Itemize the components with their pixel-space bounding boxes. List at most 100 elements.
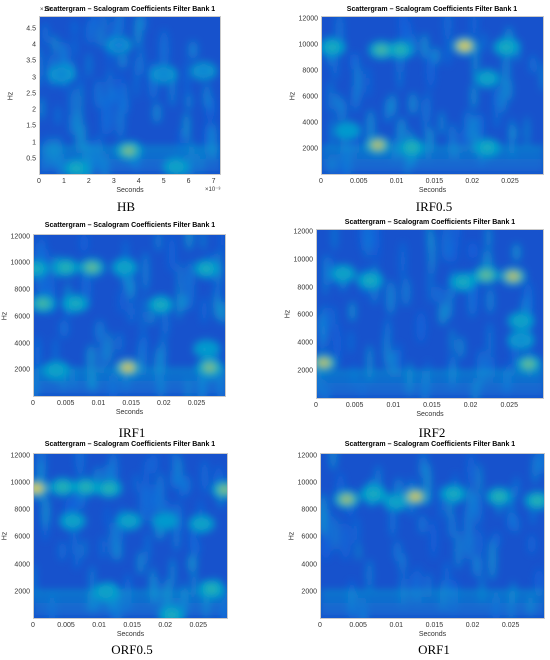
heatmap-texture-cell bbox=[488, 538, 497, 581]
hotspot-mark bbox=[51, 367, 60, 373]
x-tick-label: 0.015 bbox=[423, 402, 441, 409]
heatmap-texture-cell bbox=[185, 58, 190, 98]
heatmap-texture-cell bbox=[534, 568, 544, 593]
heatmap-texture-cell bbox=[323, 253, 328, 297]
x-tick-label: 0.01 bbox=[389, 178, 404, 185]
x-tick-label: 0.015 bbox=[425, 622, 444, 629]
heatmap-band bbox=[33, 591, 228, 595]
heatmap-band bbox=[33, 600, 228, 604]
y-tick-label: 12000 bbox=[10, 233, 30, 241]
y-axis-exponent: ×10⁴ bbox=[40, 7, 53, 13]
heatmap-texture-cell bbox=[219, 234, 225, 256]
y-tick-label: 2000 bbox=[301, 588, 317, 596]
heatmap-texture-cell bbox=[425, 89, 430, 123]
heatmap-texture-cell bbox=[214, 280, 221, 302]
y-tick-label: 12000 bbox=[297, 452, 317, 460]
hotspot-mark bbox=[502, 44, 511, 50]
heatmap-texture-cell bbox=[427, 229, 433, 252]
heatmap-texture-cell bbox=[502, 53, 511, 87]
hotspot-mark bbox=[123, 364, 132, 371]
hotspot-group bbox=[316, 264, 542, 374]
hotspot-mark bbox=[220, 487, 228, 493]
heatmap-band bbox=[39, 165, 221, 169]
heatmap-band bbox=[33, 378, 226, 382]
heatmap-texture-cell bbox=[185, 269, 194, 311]
heatmap-texture-cell bbox=[408, 92, 418, 115]
y-tick-label: 10000 bbox=[10, 479, 30, 487]
heatmap-texture-cell bbox=[201, 234, 206, 251]
y-tick-label: 6000 bbox=[302, 93, 318, 101]
x-tick-label: 0.015 bbox=[425, 178, 444, 185]
heatmap-texture-cell bbox=[349, 52, 357, 70]
figure-caption: ORF1 bbox=[418, 642, 450, 657]
heatmap-texture-cell bbox=[201, 296, 208, 325]
heatmap-texture-cell bbox=[191, 570, 198, 596]
heatmap-texture-cell bbox=[41, 494, 50, 529]
hotspot-group bbox=[33, 258, 223, 380]
y-tick-label: 4000 bbox=[14, 561, 30, 569]
y-axis-label: Hz bbox=[289, 91, 297, 100]
hotspot-mark bbox=[533, 497, 542, 504]
heatmap-texture-cell bbox=[210, 98, 215, 116]
heatmap-texture-cell bbox=[106, 331, 113, 365]
heatmap-texture-cell bbox=[399, 552, 407, 574]
hotspot-mark bbox=[197, 521, 206, 527]
heatmap-texture-cell bbox=[94, 319, 105, 343]
heatmap-texture-cell bbox=[152, 102, 162, 124]
heatmap-texture-cell bbox=[75, 544, 80, 568]
x-tick-label: 0.02 bbox=[465, 178, 479, 185]
hotspot-mark bbox=[87, 264, 96, 271]
x-tick-label: 3 bbox=[111, 178, 116, 185]
heatmap-texture-cell bbox=[464, 503, 474, 544]
hotspot-mark bbox=[366, 277, 375, 284]
heatmap-texture-cell bbox=[510, 124, 517, 142]
hotspot-group bbox=[333, 484, 545, 511]
y-tick-label: 12000 bbox=[10, 452, 30, 460]
chart-title: Scattergram – Scalogram Coefficients Fil… bbox=[44, 6, 216, 13]
heatmap-texture-cell bbox=[463, 109, 473, 144]
hotspot-mark bbox=[343, 127, 352, 134]
heatmap-texture-cell bbox=[187, 554, 197, 573]
figure-caption: IRF0.5 bbox=[415, 199, 453, 214]
y-tick-label: 1.5 bbox=[26, 122, 36, 130]
heatmap-texture-cell bbox=[161, 309, 169, 338]
heatmap-band bbox=[316, 371, 544, 375]
y-tick-label: 12000 bbox=[298, 15, 318, 23]
heatmap-texture-cell bbox=[81, 124, 87, 144]
heatmap-plot-area bbox=[33, 453, 228, 619]
hotspot-mark bbox=[120, 264, 129, 271]
figure-caption: HB bbox=[116, 199, 136, 214]
heatmap-texture-cell bbox=[176, 283, 182, 321]
heatmap-texture-cell bbox=[71, 19, 78, 36]
heatmap-band bbox=[33, 609, 228, 613]
x-tick-label: 0.025 bbox=[189, 622, 208, 629]
heatmap-texture-cell bbox=[457, 336, 465, 359]
heatmap-texture-cell bbox=[93, 79, 104, 109]
x-tick-label: 0 bbox=[31, 400, 35, 407]
heatmap-texture-cell bbox=[201, 459, 209, 494]
heatmap-texture-cell bbox=[366, 109, 375, 145]
heatmap-texture-cell bbox=[448, 513, 456, 539]
heatmap-texture-cell bbox=[41, 135, 47, 175]
x-tick-label: 0.015 bbox=[122, 400, 140, 407]
heatmap-texture bbox=[316, 229, 544, 399]
x-tick-label: 0.005 bbox=[56, 400, 75, 407]
heatmap-texture-cell bbox=[139, 483, 150, 523]
heatmap-texture-cell bbox=[85, 20, 95, 45]
heatmap-texture-cell bbox=[438, 110, 445, 136]
heatmap-texture-cell bbox=[527, 595, 534, 617]
heatmap-texture-cell bbox=[116, 72, 124, 114]
heatmap-texture-cell bbox=[73, 34, 78, 60]
heatmap-texture-cell bbox=[320, 493, 328, 536]
heatmap-band bbox=[320, 591, 545, 595]
heatmap-texture-cell bbox=[425, 572, 433, 597]
hotspot-mark bbox=[339, 270, 347, 277]
heatmap-texture-cell bbox=[116, 331, 123, 354]
hotspot-mark bbox=[202, 346, 211, 352]
heatmap-texture-cell bbox=[538, 453, 545, 474]
y-tick-label: 0.5 bbox=[26, 155, 36, 163]
y-tick-label: 4.5 bbox=[26, 25, 36, 33]
x-axis-exponent: ×10⁻³ bbox=[205, 187, 221, 193]
hotspot-mark bbox=[483, 75, 492, 82]
y-axis-label: Hz bbox=[7, 91, 15, 100]
